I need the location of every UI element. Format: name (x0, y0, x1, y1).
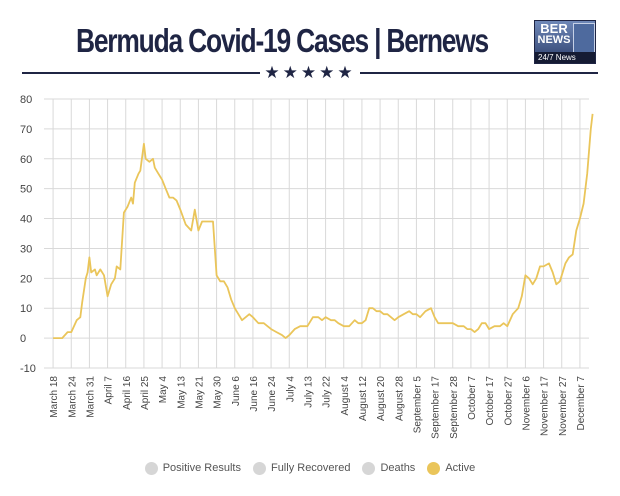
chart-title: Bermuda Covid-19 Cases | Bernews (75, 22, 489, 59)
x-tick-label: September 17 (431, 376, 442, 439)
logo-tagline: 24/7 News (535, 52, 595, 63)
x-tick-label: May 30 (213, 376, 224, 409)
x-tick-label: December 7 (576, 376, 587, 431)
x-tick-label: March 18 (49, 376, 60, 418)
x-tick-label: April 7 (104, 376, 115, 405)
x-tick-label: August 4 (340, 376, 351, 416)
logo-mini-icon (573, 23, 595, 53)
x-tick-label: July 13 (303, 376, 314, 408)
x-tick-label: June 24 (267, 376, 278, 412)
x-tick-label: June 16 (249, 376, 260, 412)
y-tick-label: 80 (20, 94, 32, 106)
x-tick-label: June 6 (231, 376, 242, 406)
legend-item[interactable]: Positive Results (144, 461, 241, 475)
y-tick-label: 20 (20, 273, 32, 285)
y-tick-label: 40 (20, 214, 32, 226)
chart-axes: -10 0 10 20 30 40 50 60 70 80 March 18 March 24 Marc… (20, 94, 587, 439)
legend-label: Deaths (380, 462, 416, 474)
x-tick-label: November 6 (521, 376, 532, 431)
legend-item[interactable]: Active (427, 461, 476, 475)
x-tick-label: August 12 (358, 376, 369, 421)
legend-label: Positive Results (162, 462, 241, 474)
y-tick-label: 70 (20, 124, 32, 136)
line-chart: -10 0 10 20 30 40 50 60 70 80 March 18 March 24 Marc… (20, 94, 594, 439)
chart-legend: Positive Results Fully Recovered Deaths Act… (0, 458, 620, 478)
x-tick-label: April 25 (140, 376, 151, 410)
x-tick-label: October 27 (503, 376, 514, 426)
x-tick-label: May 4 (158, 376, 169, 404)
x-tick-label: September 28 (449, 376, 460, 439)
y-tick-label: 10 (20, 303, 32, 315)
bernews-logo: BER NEWS 24/7 News (534, 20, 596, 64)
y-tick-label: -10 (20, 363, 36, 375)
x-tick-label: March 24 (67, 376, 78, 418)
logo-text-bottom: NEWS (537, 34, 571, 46)
legend-swatch (252, 461, 266, 475)
x-tick-label: July 22 (322, 376, 333, 408)
legend-label: Active (445, 462, 476, 474)
chart-header: Bermuda Covid-19 Cases | Bernews BER NEW… (0, 0, 620, 90)
stars-decoration: ★★★★★ (260, 62, 360, 84)
x-tick-label: August 28 (394, 376, 405, 421)
x-tick-label: October 7 (467, 376, 478, 420)
y-tick-label: 60 (20, 154, 32, 166)
legend-swatch (144, 461, 158, 475)
legend-swatch (362, 461, 376, 475)
x-tick-label: April 16 (122, 376, 133, 410)
legend-item[interactable]: Fully Recovered (252, 461, 351, 475)
x-tick-label: May 13 (176, 376, 187, 409)
legend-item[interactable]: Deaths (362, 461, 416, 475)
x-tick-label: March 31 (85, 376, 96, 418)
x-tick-label: May 21 (194, 376, 205, 409)
chart-grid (44, 98, 589, 369)
x-tick-label: October 17 (485, 376, 496, 426)
chart-series (53, 113, 594, 340)
series-line-active (53, 113, 594, 340)
y-tick-label: 30 (20, 243, 32, 255)
x-tick-label: September 5 (412, 376, 423, 434)
logo-text-top: BER (540, 21, 568, 36)
legend-label: Fully Recovered (270, 462, 351, 474)
y-tick-label: 0 (20, 333, 26, 345)
legend-swatch (427, 461, 441, 475)
x-tick-label: August 20 (376, 376, 387, 421)
x-tick-label: November 27 (558, 376, 569, 436)
x-tick-label: July 4 (285, 376, 296, 403)
y-tick-label: 50 (20, 184, 32, 196)
x-tick-label: November 17 (540, 376, 551, 436)
